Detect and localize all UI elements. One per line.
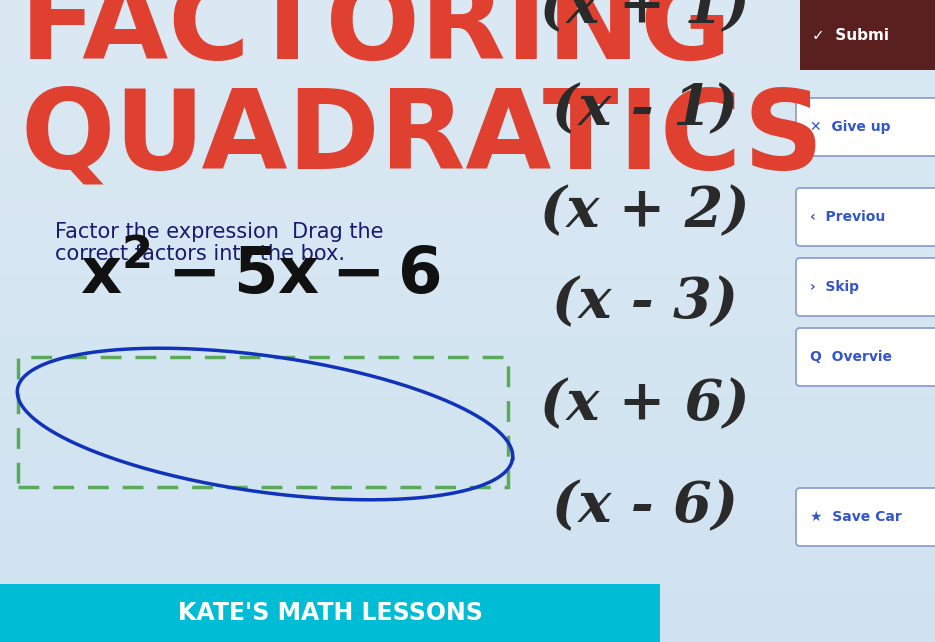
Text: (x + 1): (x + 1) (540, 0, 750, 35)
Text: (x + 2): (x + 2) (540, 184, 750, 239)
Text: ✕  Give up: ✕ Give up (810, 120, 890, 134)
FancyBboxPatch shape (796, 188, 935, 246)
FancyBboxPatch shape (796, 258, 935, 316)
Text: $\mathbf{x^2 - 5x - 6}$: $\mathbf{x^2 - 5x - 6}$ (80, 244, 440, 307)
Text: ‹  Previou: ‹ Previou (810, 210, 885, 224)
Text: (x - 3): (x - 3) (552, 275, 738, 330)
Text: QUADRATICS: QUADRATICS (20, 85, 824, 192)
FancyBboxPatch shape (796, 98, 935, 156)
FancyBboxPatch shape (796, 328, 935, 386)
Text: ★  Save Car: ★ Save Car (810, 510, 901, 524)
Text: Q  Overvie: Q Overvie (810, 350, 892, 364)
Text: ›  Skip: › Skip (810, 280, 859, 294)
FancyBboxPatch shape (796, 488, 935, 546)
Text: correct factors into the box.: correct factors into the box. (55, 244, 345, 264)
Text: KATE'S MATH LESSONS: KATE'S MATH LESSONS (178, 601, 482, 625)
Text: ✓  Submi: ✓ Submi (812, 28, 889, 42)
Text: (x - 6): (x - 6) (552, 479, 738, 534)
Text: (x - 1): (x - 1) (552, 82, 738, 137)
Text: (x + 6): (x + 6) (540, 377, 750, 432)
Text: Factor the expression  Drag the: Factor the expression Drag the (55, 222, 383, 242)
Text: FACTORING: FACTORING (20, 0, 732, 82)
FancyBboxPatch shape (800, 0, 935, 70)
FancyBboxPatch shape (0, 584, 660, 642)
